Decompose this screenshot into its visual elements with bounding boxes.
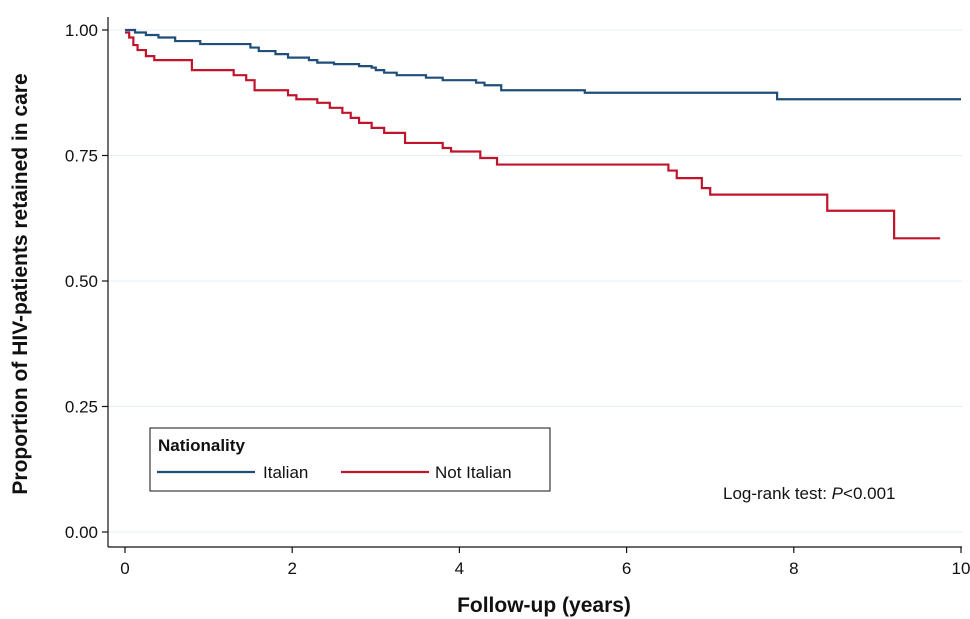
legend-label-italian: Italian [263,463,308,482]
x-tick-label-4: 8 [789,559,798,578]
gridlines [108,29,962,533]
x-tick-label-0: 0 [120,559,129,578]
y-tick-label-0: 0.00 [65,523,98,542]
series-line-not-italian [125,31,941,240]
axes: 0.00 0.25 0.50 0.75 1.00 0 2 4 6 8 10 [65,17,970,578]
y-tick-label-3: 0.75 [65,147,98,166]
legend-label-not-italian: Not Italian [435,463,512,482]
legend-box [149,427,551,492]
y-tick-label-2: 0.50 [65,272,98,291]
legend-title: Nationality [158,436,245,455]
y-tick-label-1: 0.25 [65,398,98,417]
legend: Nationality Italian Not Italian [149,427,551,492]
x-tick-label-3: 6 [622,559,631,578]
x-axis-title: Follow-up (years) [457,594,631,617]
x-tick-label-5: 10 [952,559,970,578]
x-tick-label-1: 2 [287,559,296,578]
logrank-annotation: Log-rank test: P<0.001 [723,484,896,503]
series-lines [125,28,961,240]
series-line-italian [125,28,961,101]
x-tick-label-2: 4 [455,559,464,578]
y-axis-title: Proportion of HIV-patients retained in c… [9,73,32,494]
y-tick-label-4: 1.00 [65,21,98,40]
